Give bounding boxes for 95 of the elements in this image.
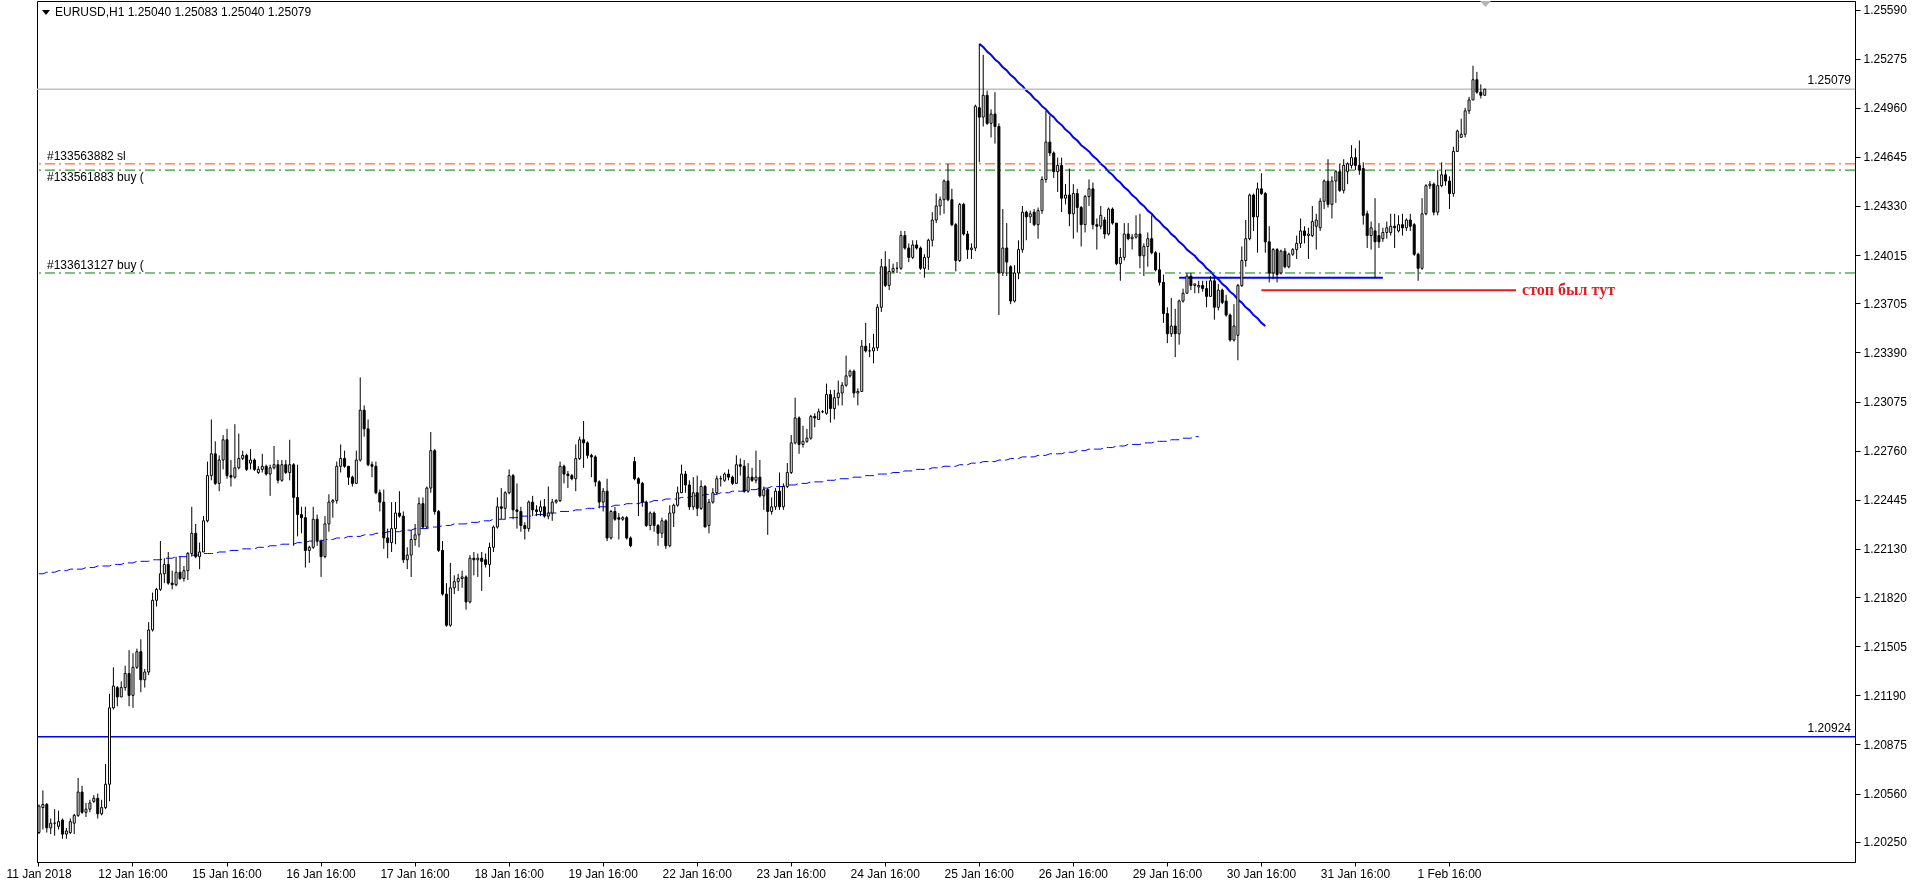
candlestick (836, 380, 840, 406)
y-tick-label: 1.20250 (1863, 835, 1908, 850)
candlestick (550, 498, 554, 522)
ref-line-label: 1.20924 (1807, 720, 1852, 735)
candlestick (296, 464, 300, 537)
candlestick (280, 459, 284, 483)
y-tick-label: 1.24015 (1863, 248, 1908, 263)
candlestick (766, 487, 770, 536)
x-tick-label: 31 Jan 16:00 (1320, 866, 1391, 881)
candlestick (1279, 249, 1283, 276)
candlestick (1071, 183, 1075, 240)
y-tick-label: 1.21190 (1863, 688, 1907, 703)
y-tick-label: 1.24645 (1863, 150, 1908, 165)
y-tick-label: 1.21820 (1863, 590, 1908, 605)
x-tick-label: 23 Jan 16:00 (756, 866, 827, 881)
candlestick (1216, 283, 1220, 311)
x-tick-label: 24 Jan 16:00 (850, 866, 921, 881)
candlestick (1326, 158, 1330, 209)
y-tick-label: 1.22760 (1863, 444, 1908, 459)
candlestick (174, 556, 178, 587)
x-tick-label: 12 Jan 16:00 (98, 866, 169, 881)
x-tick-label: 11 Jan 2018 (6, 866, 72, 881)
candlestick (1122, 222, 1126, 262)
x-tick-label: 22 Jan 16:00 (662, 866, 733, 881)
x-tick-label: 30 Jan 16:00 (1226, 866, 1297, 881)
candlestick (546, 486, 550, 520)
x-tick-label: 17 Jan 16:00 (380, 866, 451, 881)
series-label: стоп был тут (1522, 281, 1616, 300)
candlestick (1389, 213, 1393, 237)
candlestick (981, 54, 985, 127)
candlestick (96, 793, 100, 820)
y-tick-label: 1.25275 (1863, 52, 1908, 67)
candlestick (1169, 297, 1173, 338)
candlestick (828, 389, 832, 424)
candlestick (480, 551, 484, 592)
candlestick (127, 649, 131, 707)
candlestick (260, 453, 264, 473)
candlestick (41, 789, 45, 830)
ref-line-label: #133561883 buy ( (47, 170, 144, 185)
candlestick (887, 258, 891, 291)
candlestick (911, 239, 915, 260)
candlestick (734, 454, 738, 484)
x-tick-label: 26 Jan 16:00 (1038, 866, 1109, 881)
y-tick-label: 1.23390 (1863, 345, 1908, 360)
candlestick (777, 471, 781, 511)
x-tick-label: 25 Jan 16:00 (944, 866, 1015, 881)
y-tick-label: 1.22130 (1863, 542, 1908, 557)
x-tick-label: 18 Jan 16:00 (474, 866, 545, 881)
candlestick (774, 487, 778, 511)
candlestick (942, 178, 946, 215)
candlestick (574, 443, 578, 492)
x-tick-label: 1 Feb 16:00 (1417, 866, 1482, 881)
candlestick (1350, 144, 1354, 170)
y-tick-label: 1.22445 (1863, 493, 1908, 508)
candlestick (1373, 197, 1377, 279)
candlestick (1067, 168, 1071, 227)
candlestick (178, 556, 182, 581)
candlestick (825, 383, 828, 416)
candlestick (809, 414, 813, 441)
ref-line-label: 1.25079 (1807, 73, 1852, 88)
candlestick (194, 523, 198, 559)
candlestick (691, 476, 695, 511)
y-tick-label: 1.24330 (1863, 199, 1908, 214)
line-series (38, 436, 1200, 575)
y-tick-label: 1.23075 (1863, 395, 1908, 410)
candlestick (1205, 280, 1209, 308)
x-tick-label: 29 Jan 16:00 (1132, 866, 1203, 881)
candlestick (390, 501, 394, 553)
candlestick (166, 551, 170, 586)
candlestick (1005, 222, 1009, 277)
ref-line-label: #133563882 sl (47, 148, 126, 163)
candlestick (1353, 147, 1357, 171)
candlestick (919, 245, 923, 271)
candlestick (617, 512, 621, 541)
candlestick (394, 501, 398, 545)
y-tick-label: 1.23705 (1863, 296, 1908, 311)
x-tick-label: 15 Jan 16:00 (192, 866, 263, 881)
candlestick (80, 785, 84, 815)
y-tick-label: 1.25590 (1863, 3, 1908, 18)
y-tick-label: 1.20875 (1863, 737, 1908, 752)
y-tick-label: 1.20560 (1863, 787, 1908, 802)
candlestick (1075, 188, 1079, 233)
x-tick-label: 16 Jan 16:00 (286, 866, 357, 881)
y-tick-label: 1.24960 (1863, 101, 1908, 116)
candlestick (746, 462, 750, 494)
y-tick-label: 1.21505 (1863, 639, 1908, 654)
ref-line-label: #133613127 buy ( (47, 257, 144, 272)
x-tick-label: 19 Jan 16:00 (568, 866, 639, 881)
candlestick (633, 456, 637, 481)
candlestick (1310, 205, 1314, 238)
candlestick (1377, 222, 1381, 249)
candlestick (695, 475, 699, 517)
candlestick (832, 389, 836, 420)
candlestick (115, 685, 119, 707)
chart-title: EURUSD,H1 1.25040 1.25083 1.25040 1.25079 (55, 5, 312, 19)
